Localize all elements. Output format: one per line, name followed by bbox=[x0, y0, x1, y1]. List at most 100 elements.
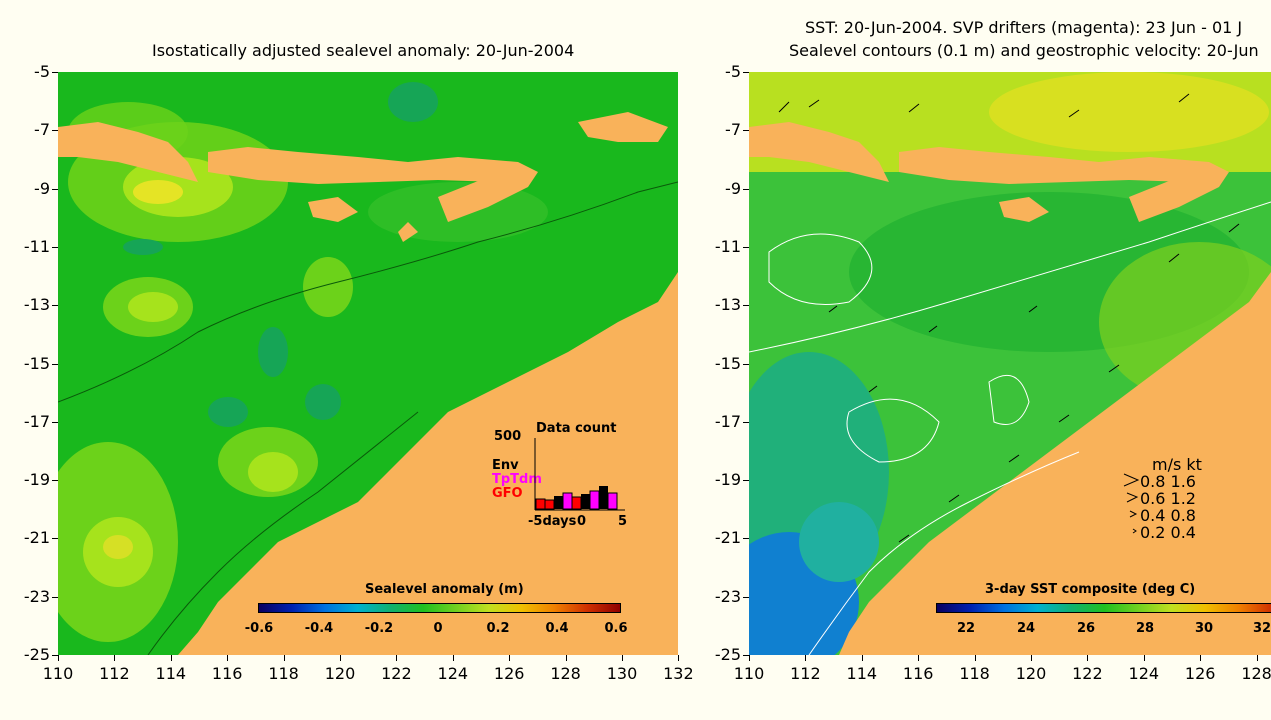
y-tick-label: -17 bbox=[714, 411, 741, 431]
y-tick-mark bbox=[52, 480, 58, 482]
y-tick-mark bbox=[743, 596, 749, 598]
x-tick-mark bbox=[283, 655, 285, 661]
velocity-legend-row: 0.6 1.2 bbox=[1140, 489, 1196, 508]
y-tick-label: -17 bbox=[23, 411, 50, 431]
right-map-title-line2: Sealevel contours (0.1 m) and geostrophi… bbox=[789, 41, 1259, 60]
data-count-legend-tptdm: TpTdm bbox=[492, 472, 542, 487]
sst-field bbox=[749, 72, 1271, 655]
x-tick-mark bbox=[227, 655, 229, 661]
sealevel-colorbar-tick: -0.6 bbox=[244, 621, 274, 636]
data-count-x-label: 0 bbox=[577, 514, 587, 529]
sst-colorbar bbox=[936, 603, 1271, 613]
y-tick-label: -21 bbox=[23, 528, 50, 548]
y-tick-label: -9 bbox=[34, 178, 50, 198]
data-count-x-label: 5 bbox=[618, 514, 628, 529]
y-tick-label: -9 bbox=[725, 178, 741, 198]
x-tick-label: 122 bbox=[381, 664, 412, 683]
x-tick-label: 112 bbox=[790, 664, 821, 683]
x-tick-label: 122 bbox=[1072, 664, 1103, 683]
x-tick-mark bbox=[805, 655, 807, 661]
data-count-legend-env: Env bbox=[492, 458, 519, 473]
x-tick-label: 126 bbox=[493, 664, 525, 683]
y-tick-label: -25 bbox=[23, 645, 50, 664]
x-tick-mark bbox=[565, 655, 567, 661]
x-tick-label: 110 bbox=[42, 664, 74, 683]
velocity-legend-arrows bbox=[1123, 473, 1140, 534]
y-tick-mark bbox=[52, 421, 58, 423]
y-tick-mark bbox=[743, 305, 749, 307]
y-tick-mark bbox=[743, 538, 749, 540]
y-tick-mark bbox=[52, 596, 58, 598]
y-tick-mark bbox=[52, 130, 58, 132]
x-tick-label: 128 bbox=[1241, 664, 1271, 683]
x-tick-mark bbox=[749, 655, 750, 661]
sealevel-colorbar-tick: -0.2 bbox=[364, 621, 394, 636]
x-tick-label: 124 bbox=[437, 664, 469, 683]
x-tick-mark bbox=[58, 655, 59, 661]
y-tick-label: -7 bbox=[34, 120, 50, 140]
sealevel-colorbar bbox=[258, 603, 621, 613]
sst-colorbar-tick: 26 bbox=[1076, 621, 1096, 636]
y-tick-mark bbox=[52, 246, 58, 248]
y-tick-mark bbox=[52, 538, 58, 540]
x-tick-mark bbox=[170, 655, 172, 661]
sealevel-colorbar-tick: 0.4 bbox=[545, 621, 569, 636]
y-tick-mark bbox=[743, 188, 749, 190]
data-count-bars bbox=[534, 438, 625, 511]
y-tick-mark bbox=[52, 72, 58, 73]
velocity-legend-row: 0.8 1.6 bbox=[1140, 472, 1196, 491]
x-tick-mark bbox=[1143, 655, 1145, 661]
x-tick-label: 120 bbox=[1015, 664, 1047, 683]
y-tick-label: -7 bbox=[725, 120, 741, 140]
x-tick-mark bbox=[1200, 655, 1202, 661]
y-tick-label: -25 bbox=[714, 645, 741, 664]
x-tick-label: 118 bbox=[268, 664, 299, 683]
y-tick-mark bbox=[52, 655, 58, 656]
y-tick-label: -13 bbox=[714, 295, 741, 315]
y-tick-label: -13 bbox=[23, 295, 50, 315]
velocity-legend-header: m/s kt bbox=[1152, 455, 1202, 474]
x-tick-mark bbox=[622, 655, 623, 661]
y-tick-label: -23 bbox=[714, 586, 741, 606]
y-tick-label: -23 bbox=[23, 586, 50, 606]
sealevel-colorbar-label: Sealevel anomaly (m) bbox=[365, 582, 524, 597]
x-tick-mark bbox=[1256, 655, 1258, 661]
sealevel-colorbar-tick: 0 bbox=[433, 621, 443, 636]
x-tick-label: 118 bbox=[959, 664, 990, 683]
y-tick-mark bbox=[743, 246, 749, 248]
x-tick-label: 130 bbox=[606, 664, 638, 683]
velocity-legend-row: 0.4 0.8 bbox=[1140, 506, 1196, 525]
sealevel-anomaly-map bbox=[58, 72, 678, 655]
sst-colorbar-tick: 22 bbox=[956, 621, 976, 636]
x-tick-mark bbox=[1087, 655, 1089, 661]
x-tick-mark bbox=[509, 655, 511, 661]
x-tick-label: 114 bbox=[846, 664, 878, 683]
y-tick-mark bbox=[743, 72, 749, 73]
x-tick-label: 124 bbox=[1128, 664, 1160, 683]
sst-colorbar-tick: 32 bbox=[1252, 621, 1271, 636]
x-tick-label: 132 bbox=[663, 664, 694, 683]
x-tick-mark bbox=[678, 655, 680, 661]
sst-map bbox=[749, 72, 1271, 655]
data-count-x-label: -5days bbox=[528, 514, 577, 529]
sst-colorbar-tick: 30 bbox=[1194, 621, 1214, 636]
y-tick-mark bbox=[743, 480, 749, 482]
velocity-legend-row: 0.2 0.4 bbox=[1140, 523, 1196, 542]
x-tick-label: 110 bbox=[733, 664, 765, 683]
data-count-title: Data count bbox=[536, 421, 617, 436]
sealevel-colorbar-tick: -0.4 bbox=[304, 621, 334, 636]
y-tick-label: -5 bbox=[34, 62, 50, 81]
x-tick-mark bbox=[918, 655, 920, 661]
y-tick-mark bbox=[52, 305, 58, 307]
sst-colorbar-tick: 28 bbox=[1135, 621, 1155, 636]
y-tick-mark bbox=[743, 130, 749, 132]
y-tick-mark bbox=[52, 363, 58, 365]
x-tick-label: 126 bbox=[1184, 664, 1216, 683]
sst-colorbar-label: 3-day SST composite (deg C) bbox=[985, 582, 1196, 597]
y-tick-label: -11 bbox=[714, 236, 741, 256]
y-tick-mark bbox=[52, 188, 58, 190]
x-tick-label: 116 bbox=[211, 664, 243, 683]
x-tick-mark bbox=[396, 655, 398, 661]
y-tick-label: -5 bbox=[725, 62, 741, 81]
x-tick-label: 114 bbox=[155, 664, 187, 683]
